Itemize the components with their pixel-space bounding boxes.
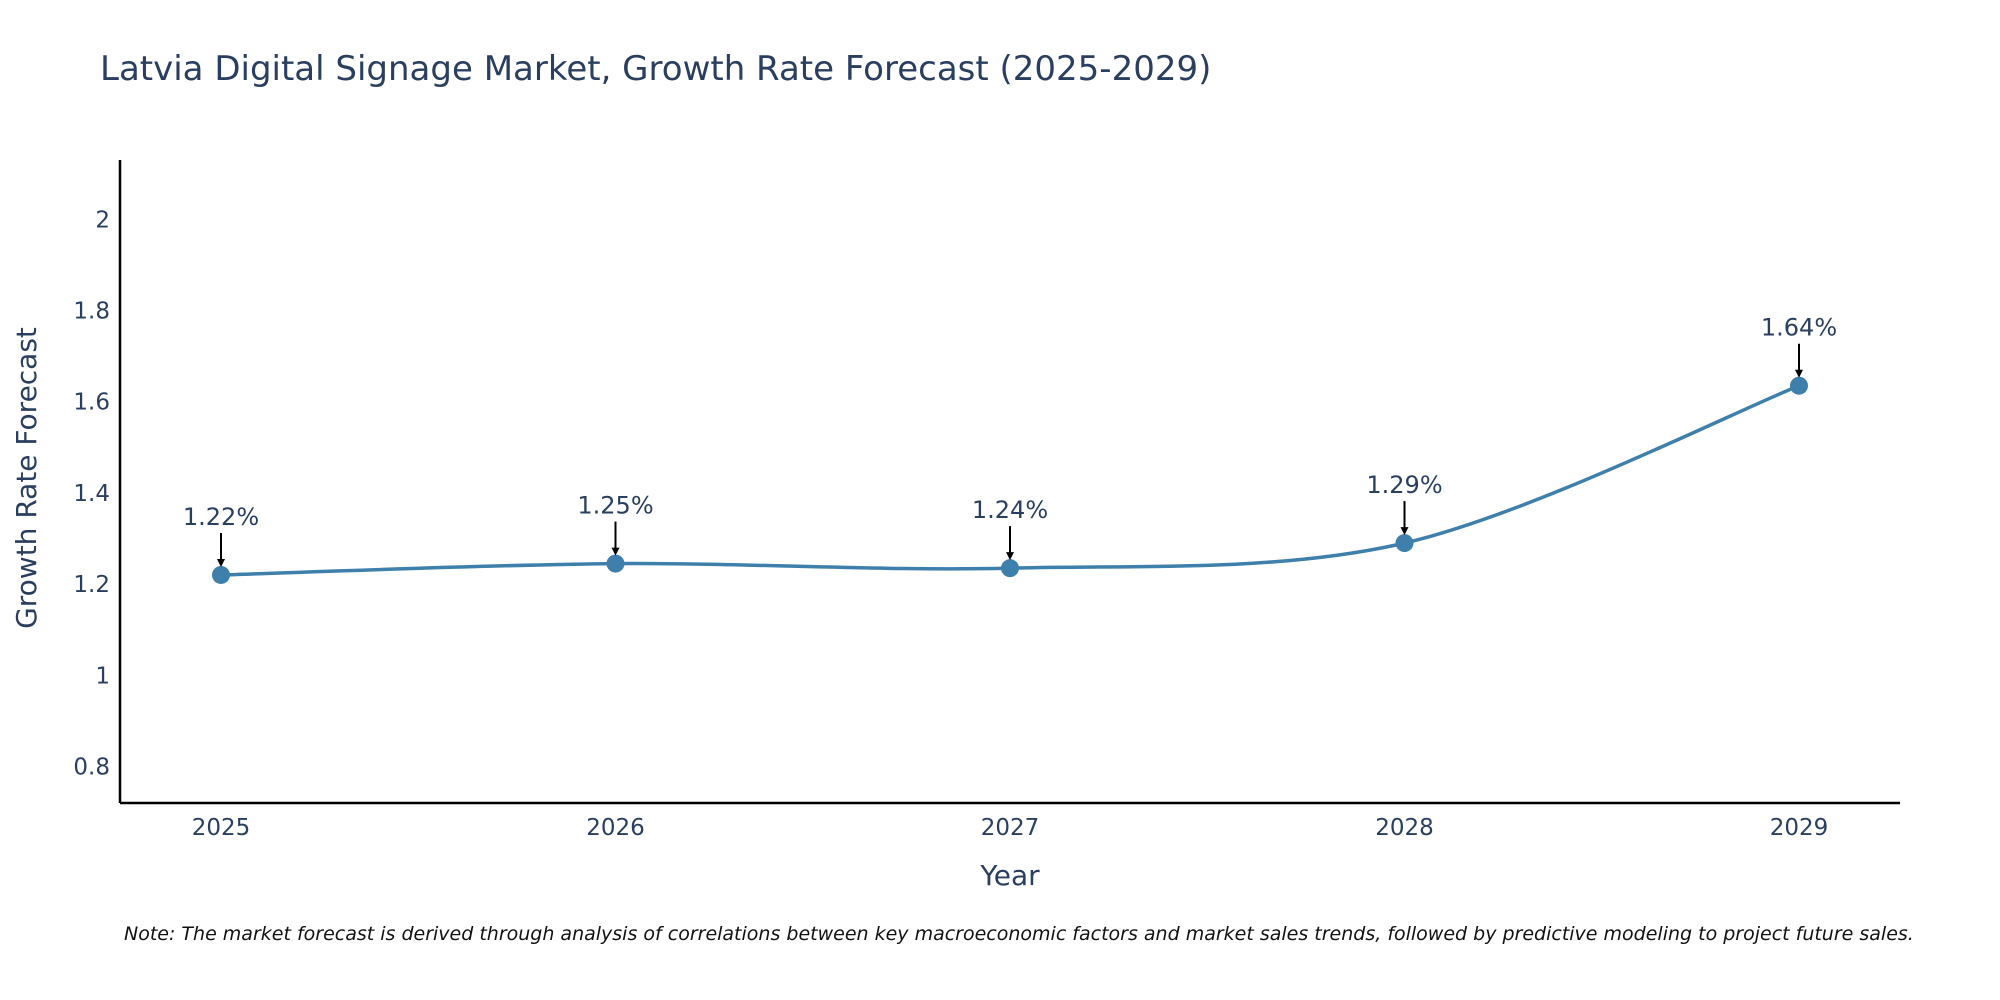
x-tick-label-2028: 2028 — [1375, 815, 1434, 841]
data-label-2026: 1.25% — [577, 492, 653, 520]
chart-title: Latvia Digital Signage Market, Growth Ra… — [100, 49, 1211, 89]
y-tick-label-2: 1.2 — [73, 572, 110, 598]
x-tick-label-2029: 2029 — [1770, 815, 1829, 841]
data-label-2027: 1.24% — [972, 496, 1048, 524]
y-tick-label-3: 1.4 — [73, 481, 110, 507]
data-label-2029: 1.64% — [1761, 314, 1837, 342]
data-point-2026 — [606, 554, 625, 573]
y-tick-label-6: 2 — [95, 207, 110, 233]
plot-area: 0.8 1 1.2 1.4 1.6 1.8 2 2025 2026 2027 2028 2029 1.2… — [73, 160, 1900, 841]
data-point-2028 — [1395, 534, 1414, 553]
forecast-note: Note: The market forecast is derived thr… — [124, 923, 1914, 945]
y-tick-label-1: 1 — [95, 663, 110, 689]
x-tick-label-2027: 2027 — [981, 815, 1040, 841]
x-tick-label-2026: 2026 — [586, 815, 645, 841]
y-tick-label-5: 1.8 — [73, 298, 110, 324]
data-point-2025 — [212, 565, 230, 584]
y-axis-title: Growth Rate Forecast — [10, 327, 43, 629]
data-point-2027 — [1001, 559, 1019, 578]
x-axis-title: Year — [979, 859, 1040, 892]
data-point-2029 — [1790, 376, 1808, 395]
data-label-2028: 1.29% — [1366, 471, 1442, 499]
data-label-2025: 1.22% — [183, 503, 259, 531]
y-tick-label-4: 1.6 — [73, 390, 110, 416]
x-tick-label-2025: 2025 — [192, 815, 251, 841]
y-tick-label-0: 0.8 — [73, 755, 110, 781]
